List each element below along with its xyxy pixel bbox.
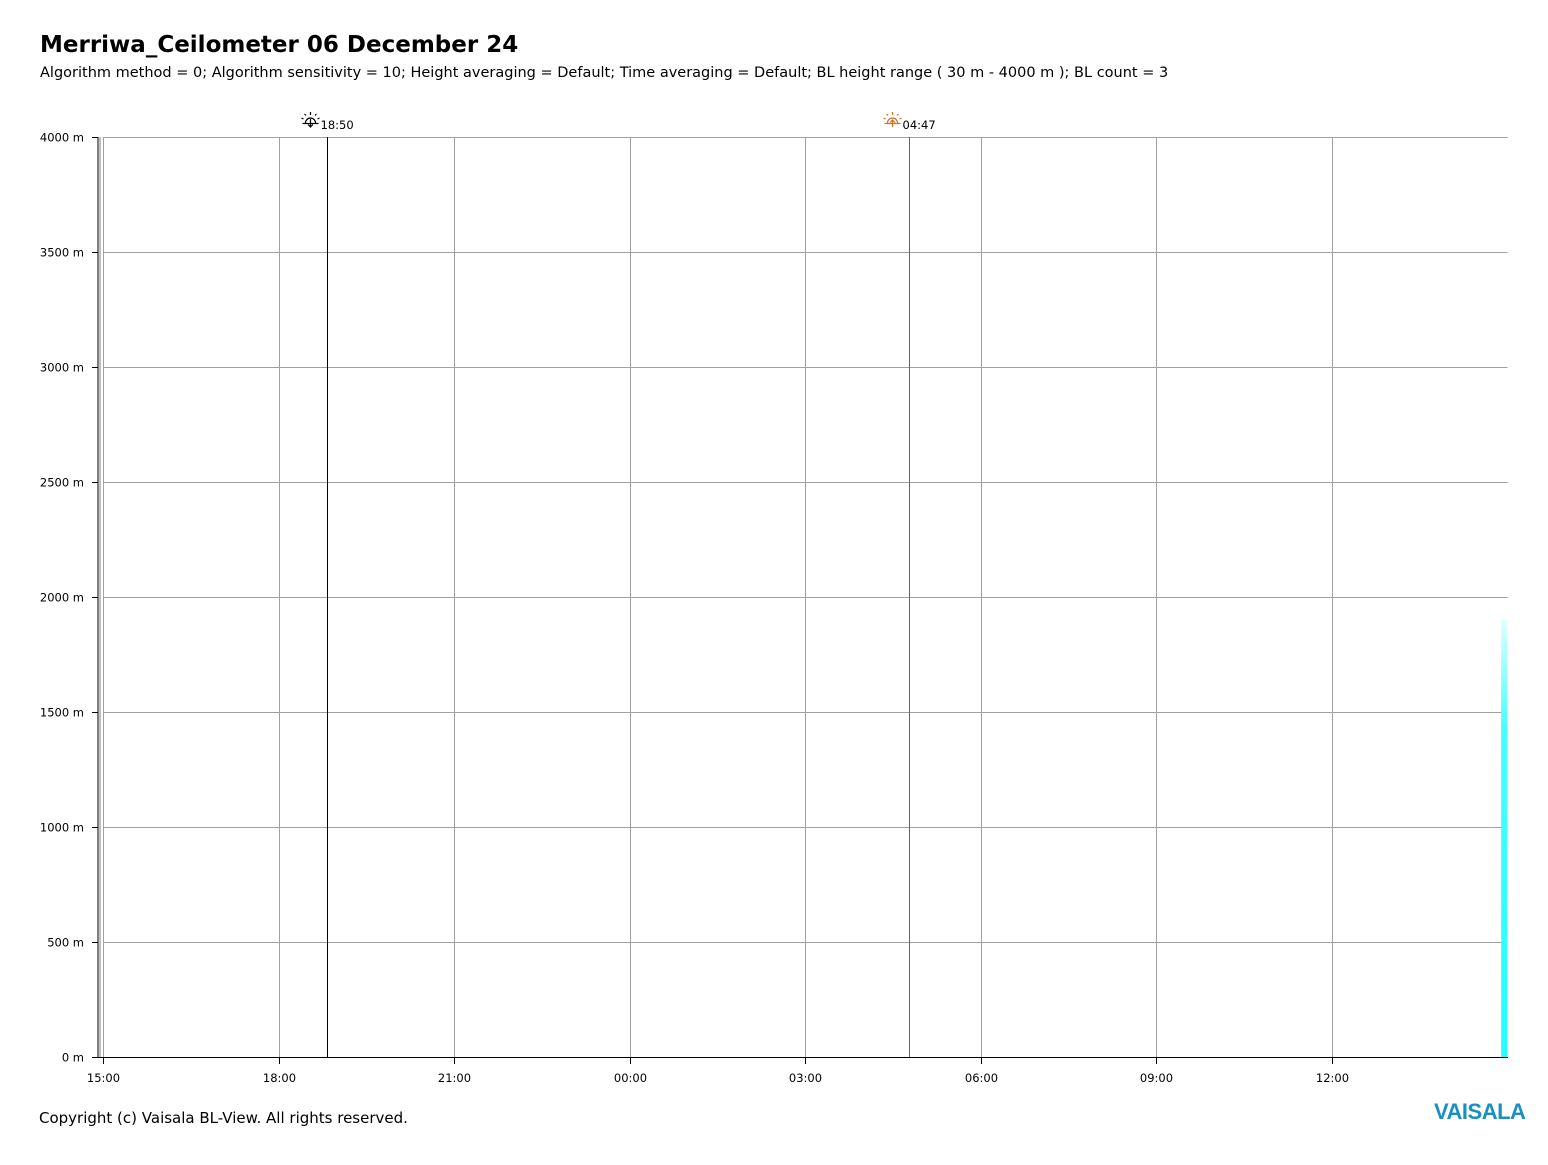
x-tick-label: 03:00 [789,1071,822,1085]
y-tick-label: 4000 m [40,131,84,145]
chart-subtitle: Algorithm method = 0; Algorithm sensitiv… [40,65,1169,81]
arrow-down [307,119,314,128]
data-column [1501,620,1508,1057]
y-tick-label: 1500 m [40,706,84,720]
x-tick-label: 09:00 [1140,1071,1173,1085]
sun-ray [304,113,307,116]
x-tick-label: 15:00 [87,1071,120,1085]
sunset-icon [301,112,320,128]
chart-title: Merriwa_Ceilometer 06 December 24 [40,32,519,58]
copyright-text: Copyright (c) Vaisala BL-View. All right… [39,1109,408,1127]
arrow-up [889,119,896,127]
event-markers: 18:50 04:47 [301,112,936,1057]
y-tick-label: 500 m [47,936,84,950]
x-tick-label: 12:00 [1316,1071,1349,1085]
sun-ray [301,117,304,120]
sun-ray [899,117,902,120]
sunset-time-label: 18:50 [321,118,354,132]
y-tick-label: 2000 m [40,591,84,605]
sun-ray [896,113,899,116]
axes: 0 m 500 m 1000 m 1500 m 2000 m 2500 m 3000 m 35… [40,131,1508,1085]
sun-arc [886,117,899,124]
sunrise-icon [883,112,902,127]
y-tick-label: 3000 m [40,361,84,375]
x-tick-label: 06:00 [965,1071,998,1085]
y-tick-label: 2500 m [40,476,84,490]
data-strip [1501,620,1508,1057]
sun-ray [886,113,889,116]
grid [103,137,1508,1058]
x-tick-label: 21:00 [438,1071,471,1085]
sun-ray [317,117,320,120]
y-tick-label: 0 m [62,1051,84,1065]
x-tick-label: 18:00 [263,1071,296,1085]
y-tick-label: 3500 m [40,246,84,260]
vaisala-logo: VAISALA [1434,1099,1526,1124]
x-tick-label: 00:00 [614,1071,647,1085]
sun-ray [314,113,317,116]
sun-arc [304,117,317,124]
sun-ray [883,117,886,120]
sunrise-time-label: 04:47 [903,118,936,132]
y-tick-label: 1000 m [40,821,84,835]
